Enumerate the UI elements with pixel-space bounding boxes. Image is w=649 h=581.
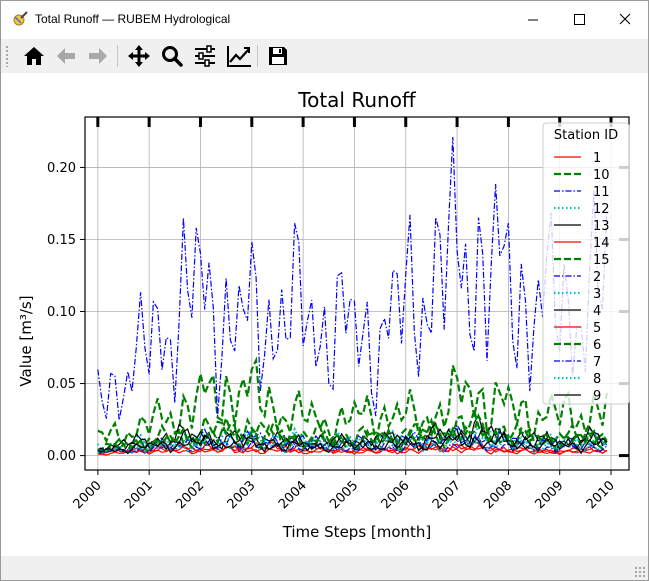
legend-label-3: 3 — [593, 287, 601, 302]
series-line-5 — [97, 444, 608, 456]
legend-label-6: 6 — [593, 338, 601, 353]
chart-title: Total Runoff — [297, 88, 417, 112]
minimize-icon — [528, 19, 538, 21]
status-bar — [1, 556, 648, 580]
y-tick-label: 0.20 — [47, 161, 76, 176]
y-tick-label: 0.05 — [47, 377, 76, 392]
toolbar-separator — [117, 45, 118, 67]
axes-button[interactable] — [224, 42, 252, 70]
y-tick-label: 0.00 — [47, 449, 76, 464]
close-icon — [619, 13, 631, 25]
series-line-10 — [97, 356, 608, 448]
legend-label-14: 14 — [593, 236, 610, 251]
y-axis-label: Value [m³/s] — [17, 295, 35, 386]
legend-title: Station ID — [554, 128, 618, 143]
close-button[interactable] — [602, 1, 648, 39]
legend-label-12: 12 — [593, 202, 610, 217]
series-line-11 — [97, 137, 608, 421]
maximize-button[interactable] — [556, 1, 602, 39]
runoff-chart[interactable]: Total Runoff Time Steps [month] Value [m… — [1, 73, 648, 556]
app-logo-icon — [12, 11, 28, 27]
legend-label-1: 1 — [593, 151, 601, 166]
y-tick-label: 0.15 — [47, 233, 76, 248]
y-tick-label: 0.10 — [47, 305, 76, 320]
x-axis-label: Time Steps [month] — [282, 523, 432, 541]
series-line-8 — [97, 435, 608, 456]
window-title: Total Runoff — RUBEM Hydrological — [35, 12, 231, 26]
toolbar-grip[interactable] — [5, 45, 9, 67]
legend-label-13: 13 — [593, 219, 610, 234]
legend-label-10: 10 — [593, 168, 610, 183]
toolbar — [1, 39, 648, 73]
legend-label-2: 2 — [593, 270, 601, 285]
figure-canvas[interactable]: Total Runoff Time Steps [month] Value [m… — [1, 73, 648, 556]
magnifier-icon — [162, 46, 183, 67]
legend-label-4: 4 — [593, 304, 601, 319]
legend-label-7: 7 — [593, 355, 601, 370]
forward-button[interactable] — [84, 42, 112, 70]
save-button[interactable] — [264, 42, 292, 70]
legend-label-9: 9 — [593, 389, 601, 404]
legend-label-11: 11 — [593, 185, 610, 200]
move-icon — [128, 45, 150, 67]
legend-label-15: 15 — [593, 253, 610, 268]
legend-label-8: 8 — [593, 372, 601, 387]
minimize-button[interactable] — [510, 1, 556, 39]
title-bar[interactable]: Total Runoff — RUBEM Hydrological — [1, 1, 648, 39]
floppy-icon — [269, 47, 287, 65]
series-line-9 — [97, 432, 608, 455]
zoom-button[interactable] — [158, 42, 186, 70]
maximize-icon — [574, 14, 585, 25]
back-button[interactable] — [52, 42, 80, 70]
home-button[interactable] — [20, 42, 48, 70]
sliders-icon — [195, 45, 215, 67]
series-line-6 — [97, 413, 608, 454]
legend-label-5: 5 — [593, 321, 601, 336]
arrow-right-icon — [89, 48, 107, 64]
pan-button[interactable] — [125, 42, 153, 70]
resize-grip[interactable] — [634, 566, 646, 578]
subplots-button[interactable] — [191, 42, 219, 70]
home-icon — [24, 47, 44, 65]
legend-box — [542, 122, 630, 405]
toolbar-separator — [257, 45, 258, 67]
line-chart-icon — [227, 46, 251, 67]
arrow-left-icon — [57, 48, 75, 64]
legend: Station ID 1 10 11 12 13 14 15 2 3 4 5 6 7 8 9 — [542, 122, 630, 405]
